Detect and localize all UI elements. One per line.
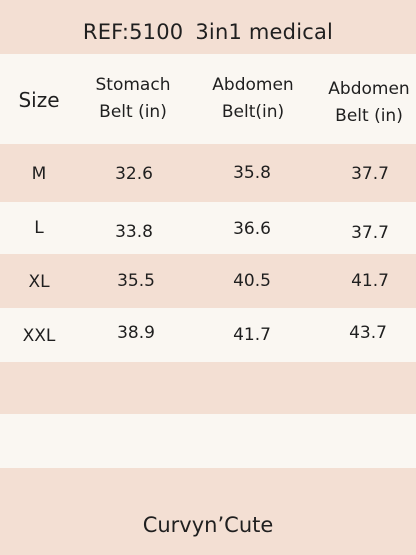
header-abdomen2-line2: Belt (in) — [335, 106, 403, 126]
row-xl-abdomen2: 41.7 — [351, 271, 389, 291]
row-m-abdomen2: 37.7 — [351, 164, 389, 184]
empty-band-1 — [0, 362, 416, 414]
header-abdomen1-line2: Belt(in) — [221, 102, 285, 122]
header-stomach-belt: Stomach Belt (in) — [80, 72, 186, 126]
header-stomach-line2: Belt (in) — [99, 102, 167, 122]
ref-code: REF:5100 — [82, 20, 184, 44]
title-band — [0, 0, 416, 54]
product-name: 3in1 medical — [195, 20, 334, 44]
row-l-size: L — [34, 218, 44, 238]
header-size: Size — [18, 88, 60, 112]
footer-band — [0, 468, 416, 555]
row-band-m — [0, 144, 416, 202]
header-abdomen-belt-1: Abdomen Belt(in) — [200, 72, 306, 126]
row-band-xxl — [0, 308, 416, 362]
row-xxl-size: XXL — [22, 326, 56, 346]
header-abdomen2-line1: Abdomen — [328, 79, 410, 99]
row-l-stomach: 33.8 — [115, 222, 153, 242]
row-l-abdomen1: 36.6 — [233, 219, 271, 239]
empty-band-2 — [0, 414, 416, 468]
row-xl-abdomen1: 40.5 — [233, 271, 271, 291]
header-band — [0, 54, 416, 144]
brand-name: Curvyn’Cute — [142, 513, 274, 537]
page-title: REF:5100 3in1 medical — [0, 20, 416, 44]
row-m-stomach: 32.6 — [115, 164, 153, 184]
row-xl-size: XL — [28, 272, 50, 292]
row-m-size: M — [31, 164, 47, 184]
header-abdomen1-line1: Abdomen — [212, 75, 294, 95]
row-xl-stomach: 35.5 — [117, 271, 155, 291]
row-band-xl — [0, 254, 416, 308]
row-l-abdomen2: 37.7 — [351, 223, 389, 243]
header-stomach-line1: Stomach — [95, 75, 171, 95]
header-abdomen-belt-2: Abdomen Belt (in) — [322, 76, 416, 130]
row-band-l — [0, 202, 416, 254]
row-xxl-stomach: 38.9 — [117, 323, 155, 343]
row-xxl-abdomen2: 43.7 — [349, 323, 387, 343]
row-m-abdomen1: 35.8 — [233, 163, 271, 183]
row-xxl-abdomen1: 41.7 — [233, 325, 271, 345]
